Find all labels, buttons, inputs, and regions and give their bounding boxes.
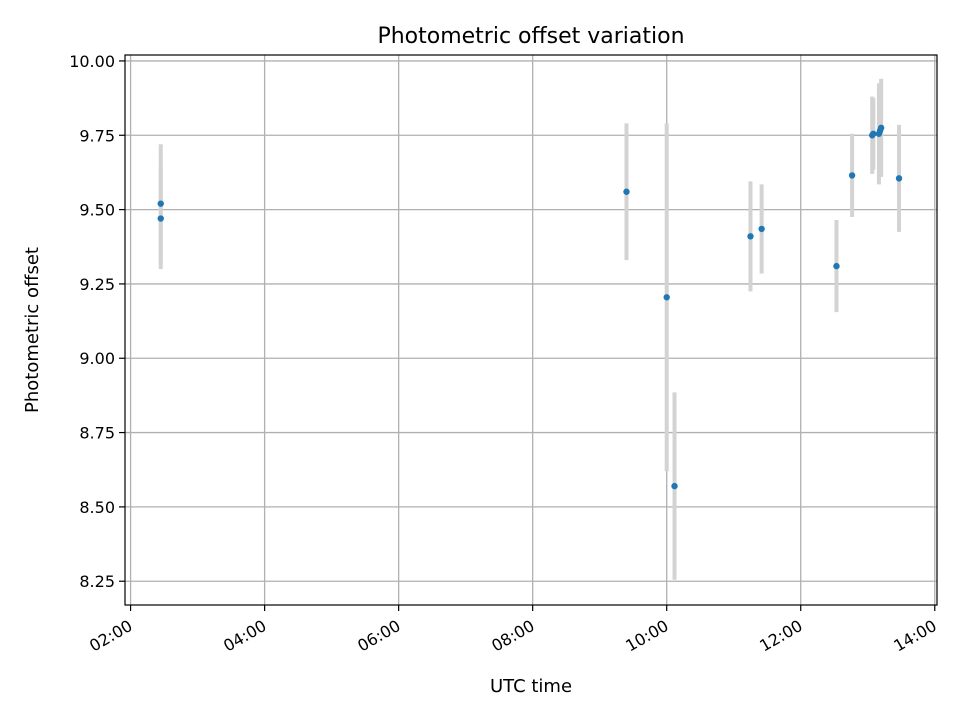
y-tick-label: 9.25 xyxy=(79,275,115,294)
y-tick-label: 8.75 xyxy=(79,424,115,443)
y-tick-label: 10.00 xyxy=(69,52,115,71)
data-point xyxy=(623,188,630,195)
data-point xyxy=(663,294,670,301)
y-tick-label: 8.50 xyxy=(79,498,115,517)
y-tick-label: 9.50 xyxy=(79,201,115,220)
data-point xyxy=(758,225,765,233)
chart-title: Photometric offset variation xyxy=(377,24,684,49)
y-tick-label: 8.25 xyxy=(79,572,115,591)
y-tick-label: 9.75 xyxy=(79,126,115,145)
data-point xyxy=(671,482,678,490)
data-point xyxy=(848,172,856,179)
data-point xyxy=(870,130,877,137)
data-point xyxy=(877,124,885,132)
x-axis-label: UTC time xyxy=(490,676,572,697)
data-points xyxy=(157,124,903,490)
y-axis-label: Photometric offset xyxy=(22,247,43,413)
data-point xyxy=(747,233,754,240)
data-point xyxy=(157,200,164,207)
data-point xyxy=(895,175,903,182)
plot-frame xyxy=(124,54,938,606)
data-point xyxy=(833,262,840,270)
y-tick-label: 9.00 xyxy=(79,349,115,368)
y-axis-ticks: 8.25 8.50 8.75 9.00 9.25 9.50 9.75 10.00 xyxy=(69,52,125,591)
data-point xyxy=(157,215,164,222)
